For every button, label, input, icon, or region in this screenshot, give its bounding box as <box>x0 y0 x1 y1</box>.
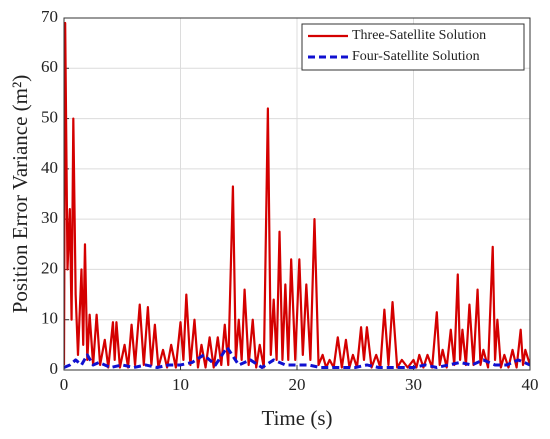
x-tick-label: 10 <box>172 375 189 394</box>
x-tick-label: 20 <box>289 375 306 394</box>
x-axis-label: Time (s) <box>262 406 333 430</box>
data-line <box>64 345 530 369</box>
legend-label: Three-Satellite Solution <box>352 28 486 43</box>
series-group <box>64 21 530 369</box>
y-tick-label: 60 <box>41 57 58 76</box>
data-line <box>64 21 530 369</box>
x-tick-label: 40 <box>522 375 539 394</box>
y-tick-label: 70 <box>41 7 58 26</box>
legend-box <box>301 23 525 71</box>
y-tick-label: 10 <box>41 309 58 328</box>
legend-label: Four-Satellite Solution <box>352 49 480 64</box>
y-tick-label: 40 <box>41 158 58 177</box>
x-tick-label: 0 <box>60 375 69 394</box>
y-tick-label: 50 <box>41 107 58 126</box>
y-tick-label: 30 <box>41 208 58 227</box>
y-tick-label: 0 <box>50 359 59 378</box>
x-tick-label: 30 <box>405 375 422 394</box>
plot-frame <box>63 17 531 371</box>
y-axis-label: Position Error Variance (m²) <box>8 75 32 314</box>
y-tick-label: 20 <box>41 258 58 277</box>
